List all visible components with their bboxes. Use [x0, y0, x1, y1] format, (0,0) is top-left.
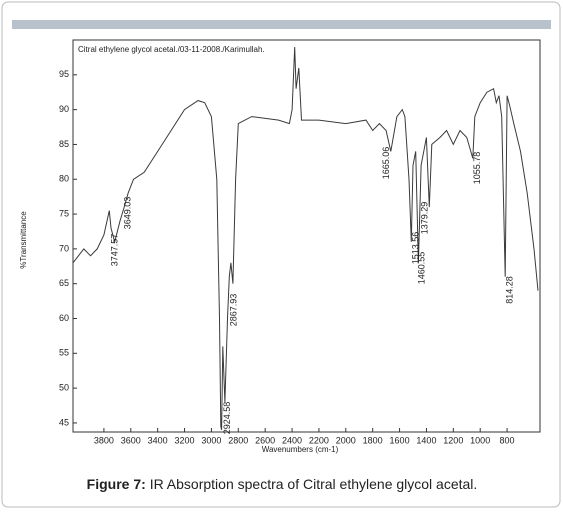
chart-title: Citral ethylene glycol acetal./03-11-200…: [78, 45, 265, 54]
peak-label: 3747.57: [109, 234, 119, 267]
peak-label: 814.28: [505, 276, 515, 304]
x-axis-label: Wavenumbers (cm-1): [262, 445, 339, 454]
x-tick-label: 2000: [336, 435, 356, 445]
x-tick-label: 3600: [121, 435, 141, 445]
peak-label: 2924.58: [222, 402, 232, 435]
peak-label: 1513.56: [411, 232, 421, 265]
peak-label: 1665.06: [381, 147, 391, 180]
y-tick-label: 75: [59, 208, 69, 218]
x-tick-label: 1000: [470, 435, 490, 445]
x-tick-label: 3200: [175, 435, 195, 445]
figure-frame: [1, 1, 561, 508]
y-tick-label: 50: [59, 383, 69, 393]
y-tick-label: 85: [59, 139, 69, 149]
peak-label: 1055.78: [472, 152, 482, 185]
spectrum-line: [72, 46, 539, 431]
x-tick-label: 2200: [309, 435, 329, 445]
peak-label: 2867.93: [229, 294, 239, 327]
x-tick-label: 1800: [363, 435, 383, 445]
caption: Figure 7: IR Absorption spectra of Citra…: [87, 476, 478, 492]
y-tick-label: 55: [59, 348, 69, 358]
y-tick-label: 60: [59, 313, 69, 323]
plot-frame: [72, 39, 541, 433]
x-tick-label: 2400: [282, 435, 302, 445]
y-tick-label: 90: [59, 104, 69, 114]
peak-label: 3649.03: [123, 197, 133, 230]
x-tick-label: 1400: [416, 435, 436, 445]
y-tick-label: 45: [59, 417, 69, 427]
header-bar: [12, 20, 551, 29]
peak-label: 1460.55: [417, 252, 427, 285]
x-tick-label: 1600: [390, 435, 410, 445]
x-tick-label: 2600: [255, 435, 275, 445]
y-tick-label: 70: [59, 243, 69, 253]
y-tick-label: 65: [59, 278, 69, 288]
x-tick-label: 1200: [443, 435, 463, 445]
x-tick-label: 3400: [148, 435, 168, 445]
y-tick-label: 80: [59, 174, 69, 184]
caption-label: Figure 7:: [87, 476, 146, 492]
peak-label: 1379.29: [420, 202, 430, 235]
caption-text: IR Absorption spectra of Citral ethylene…: [150, 476, 478, 492]
x-tick-label: 2800: [228, 435, 248, 445]
y-tick-label: 95: [59, 69, 69, 79]
y-axis-label: %Transmittance: [19, 211, 28, 269]
x-tick-label: 800: [500, 435, 515, 445]
x-tick-label: 3800: [94, 435, 114, 445]
x-tick-label: 3000: [201, 435, 221, 445]
